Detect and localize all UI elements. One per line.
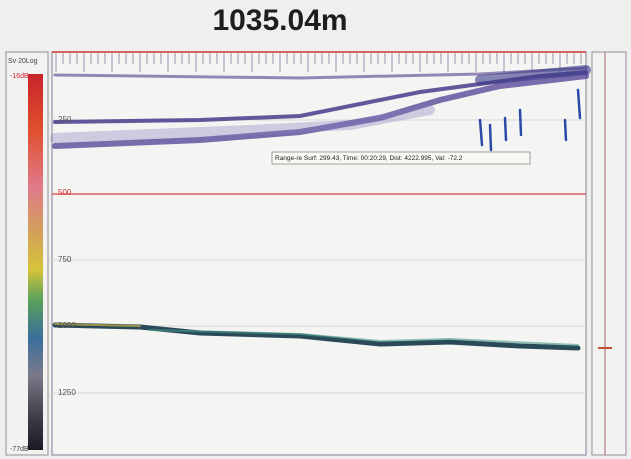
title: 1035.04m (212, 4, 347, 37)
depth-label: 750 (58, 255, 72, 264)
depth-label: 250 (58, 115, 72, 124)
side-panel (592, 52, 626, 455)
echogram-screen: 1035.04m Sv 20Log -16dB -77dB 250 500 75… (0, 0, 631, 459)
depth-label: 1000 (58, 321, 76, 330)
colorbar-unit: Sv 20Log (8, 58, 38, 65)
colorbar (28, 74, 43, 450)
colorbar-top-label: -16dB (10, 73, 29, 80)
depth-label: 1250 (58, 388, 76, 397)
tooltip-text: Range-re Surf: 299.43, Time: 00:20:29, D… (275, 155, 463, 162)
depth-label: 500 (58, 188, 72, 197)
colorbar-bottom-label: -77dB (10, 446, 29, 453)
